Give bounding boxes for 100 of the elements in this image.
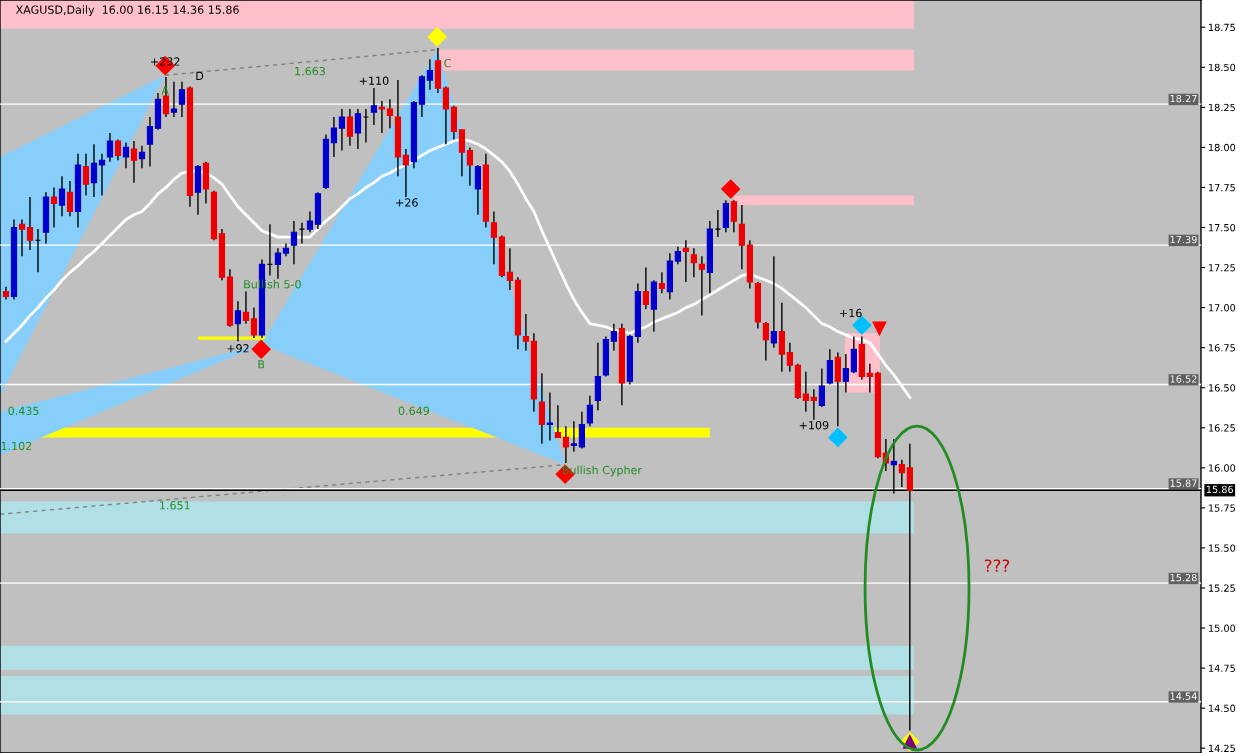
- candlestick: [306, 210, 314, 234]
- candlestick: [50, 186, 58, 229]
- annotation: 1.102: [1, 441, 32, 451]
- y-tick-label: 14.75: [1209, 664, 1235, 672]
- candlestick: [610, 322, 618, 352]
- candlestick: [98, 153, 106, 197]
- candlestick: [346, 108, 354, 147]
- candlestick: [178, 81, 186, 118]
- ref-line-label: 18.27: [1170, 94, 1197, 103]
- annotation: +16: [840, 308, 862, 318]
- candlestick: [810, 388, 817, 421]
- ref-line-label: 16.52: [1170, 375, 1197, 383]
- candlestick: [658, 271, 666, 294]
- y-tick-label: 18.25: [1209, 103, 1235, 112]
- candlestick: [66, 180, 74, 217]
- annotation: +26: [396, 198, 418, 207]
- annotation: +109: [799, 420, 829, 430]
- candlestick: [474, 164, 482, 216]
- y-tick-label: 15.50: [1209, 544, 1236, 552]
- annotation: +92: [227, 344, 249, 353]
- candlestick: [170, 81, 178, 118]
- annotation: 1.651: [160, 501, 190, 510]
- candlestick: [386, 98, 394, 129]
- candlestick: [738, 204, 745, 270]
- candlestick: [842, 353, 849, 394]
- candlestick: [826, 348, 833, 386]
- candlestick: [242, 290, 250, 325]
- candlestick: [554, 404, 562, 439]
- candlestick: [586, 395, 594, 427]
- candlestick: [58, 175, 66, 217]
- y-tick-label: 14.25: [1209, 744, 1235, 753]
- annotation: 0.649: [398, 406, 430, 415]
- candlestick: [458, 129, 466, 177]
- y-tick-label: 17.75: [1209, 184, 1235, 192]
- ref-line-label: 15.87: [1170, 479, 1197, 487]
- candlestick: [426, 58, 434, 91]
- candlestick: [106, 132, 114, 163]
- y-tick-label: 15.75: [1209, 504, 1235, 512]
- ref-line-label: 14.54: [1170, 692, 1197, 700]
- annotation: C: [444, 58, 451, 68]
- candlestick: [274, 247, 282, 280]
- annotation: D: [196, 71, 204, 80]
- candlestick: [866, 362, 873, 394]
- candlestick: [578, 411, 586, 450]
- candlestick: [698, 255, 705, 317]
- candlestick: [562, 425, 570, 464]
- ref-line-label: 15.28: [1170, 573, 1197, 582]
- y-tick-label: 14.50: [1209, 704, 1236, 712]
- y-tick-label: 16.00: [1209, 464, 1236, 472]
- y-tick-label: 16.25: [1209, 424, 1235, 432]
- candlestick: [730, 199, 737, 234]
- candlestick: [490, 210, 498, 266]
- candlestick: [298, 222, 306, 245]
- candlestick: [898, 459, 905, 488]
- candlestick: [818, 367, 825, 408]
- candlestick: [362, 108, 370, 144]
- candlestick: [138, 145, 146, 169]
- candlestick: [506, 247, 514, 291]
- candlestick: [290, 220, 298, 266]
- candlestick: [114, 138, 122, 161]
- candlestick: [130, 140, 138, 184]
- candlestick: [714, 209, 721, 238]
- y-tick-label: 15.25: [1209, 584, 1235, 592]
- candlestick: [370, 87, 378, 126]
- y-tick-label: 16.50: [1209, 384, 1236, 392]
- y-tick-label: 18.50: [1209, 63, 1236, 72]
- candlestick: [82, 153, 90, 197]
- annotation: B: [258, 360, 265, 369]
- candlestick: [18, 218, 26, 258]
- candlestick: [762, 321, 769, 362]
- candlestick: [682, 239, 690, 283]
- candlestick: [146, 116, 154, 168]
- candlestick: [522, 313, 530, 352]
- candlestick: [690, 247, 697, 278]
- y-tick-label: 17.00: [1209, 304, 1236, 312]
- y-tick-label: 18.75: [1209, 23, 1235, 32]
- candlestick: [770, 255, 777, 349]
- candlestick: [338, 108, 346, 152]
- y-tick-label: 17.50: [1209, 223, 1236, 232]
- candlestick: [330, 116, 338, 158]
- candlestick: [26, 196, 34, 251]
- candlestick: [546, 391, 554, 442]
- chart-title: XAGUSD,Daily 16.00 16.15 14.36 15.86: [15, 5, 239, 17]
- candlestick: [234, 300, 242, 342]
- candlestick: [442, 85, 450, 145]
- annotation: 0.435: [8, 406, 39, 415]
- annotation: +110: [359, 76, 389, 85]
- ref-line-label: 17.39: [1170, 235, 1197, 244]
- y-tick-label: 17.25: [1209, 264, 1235, 272]
- y-tick-label: 18.00: [1209, 143, 1236, 152]
- text: ???: [984, 559, 1010, 572]
- candlestick: [786, 342, 793, 373]
- candlestick: [250, 306, 258, 339]
- candlestick: [850, 335, 857, 374]
- y-tick-label: 15.00: [1209, 624, 1236, 632]
- ref-line-label: 15.86: [1206, 485, 1234, 494]
- candlestick: [538, 372, 546, 445]
- annotation: 1.663: [295, 66, 325, 76]
- candlestick: [402, 148, 410, 198]
- candlestick: [354, 108, 362, 150]
